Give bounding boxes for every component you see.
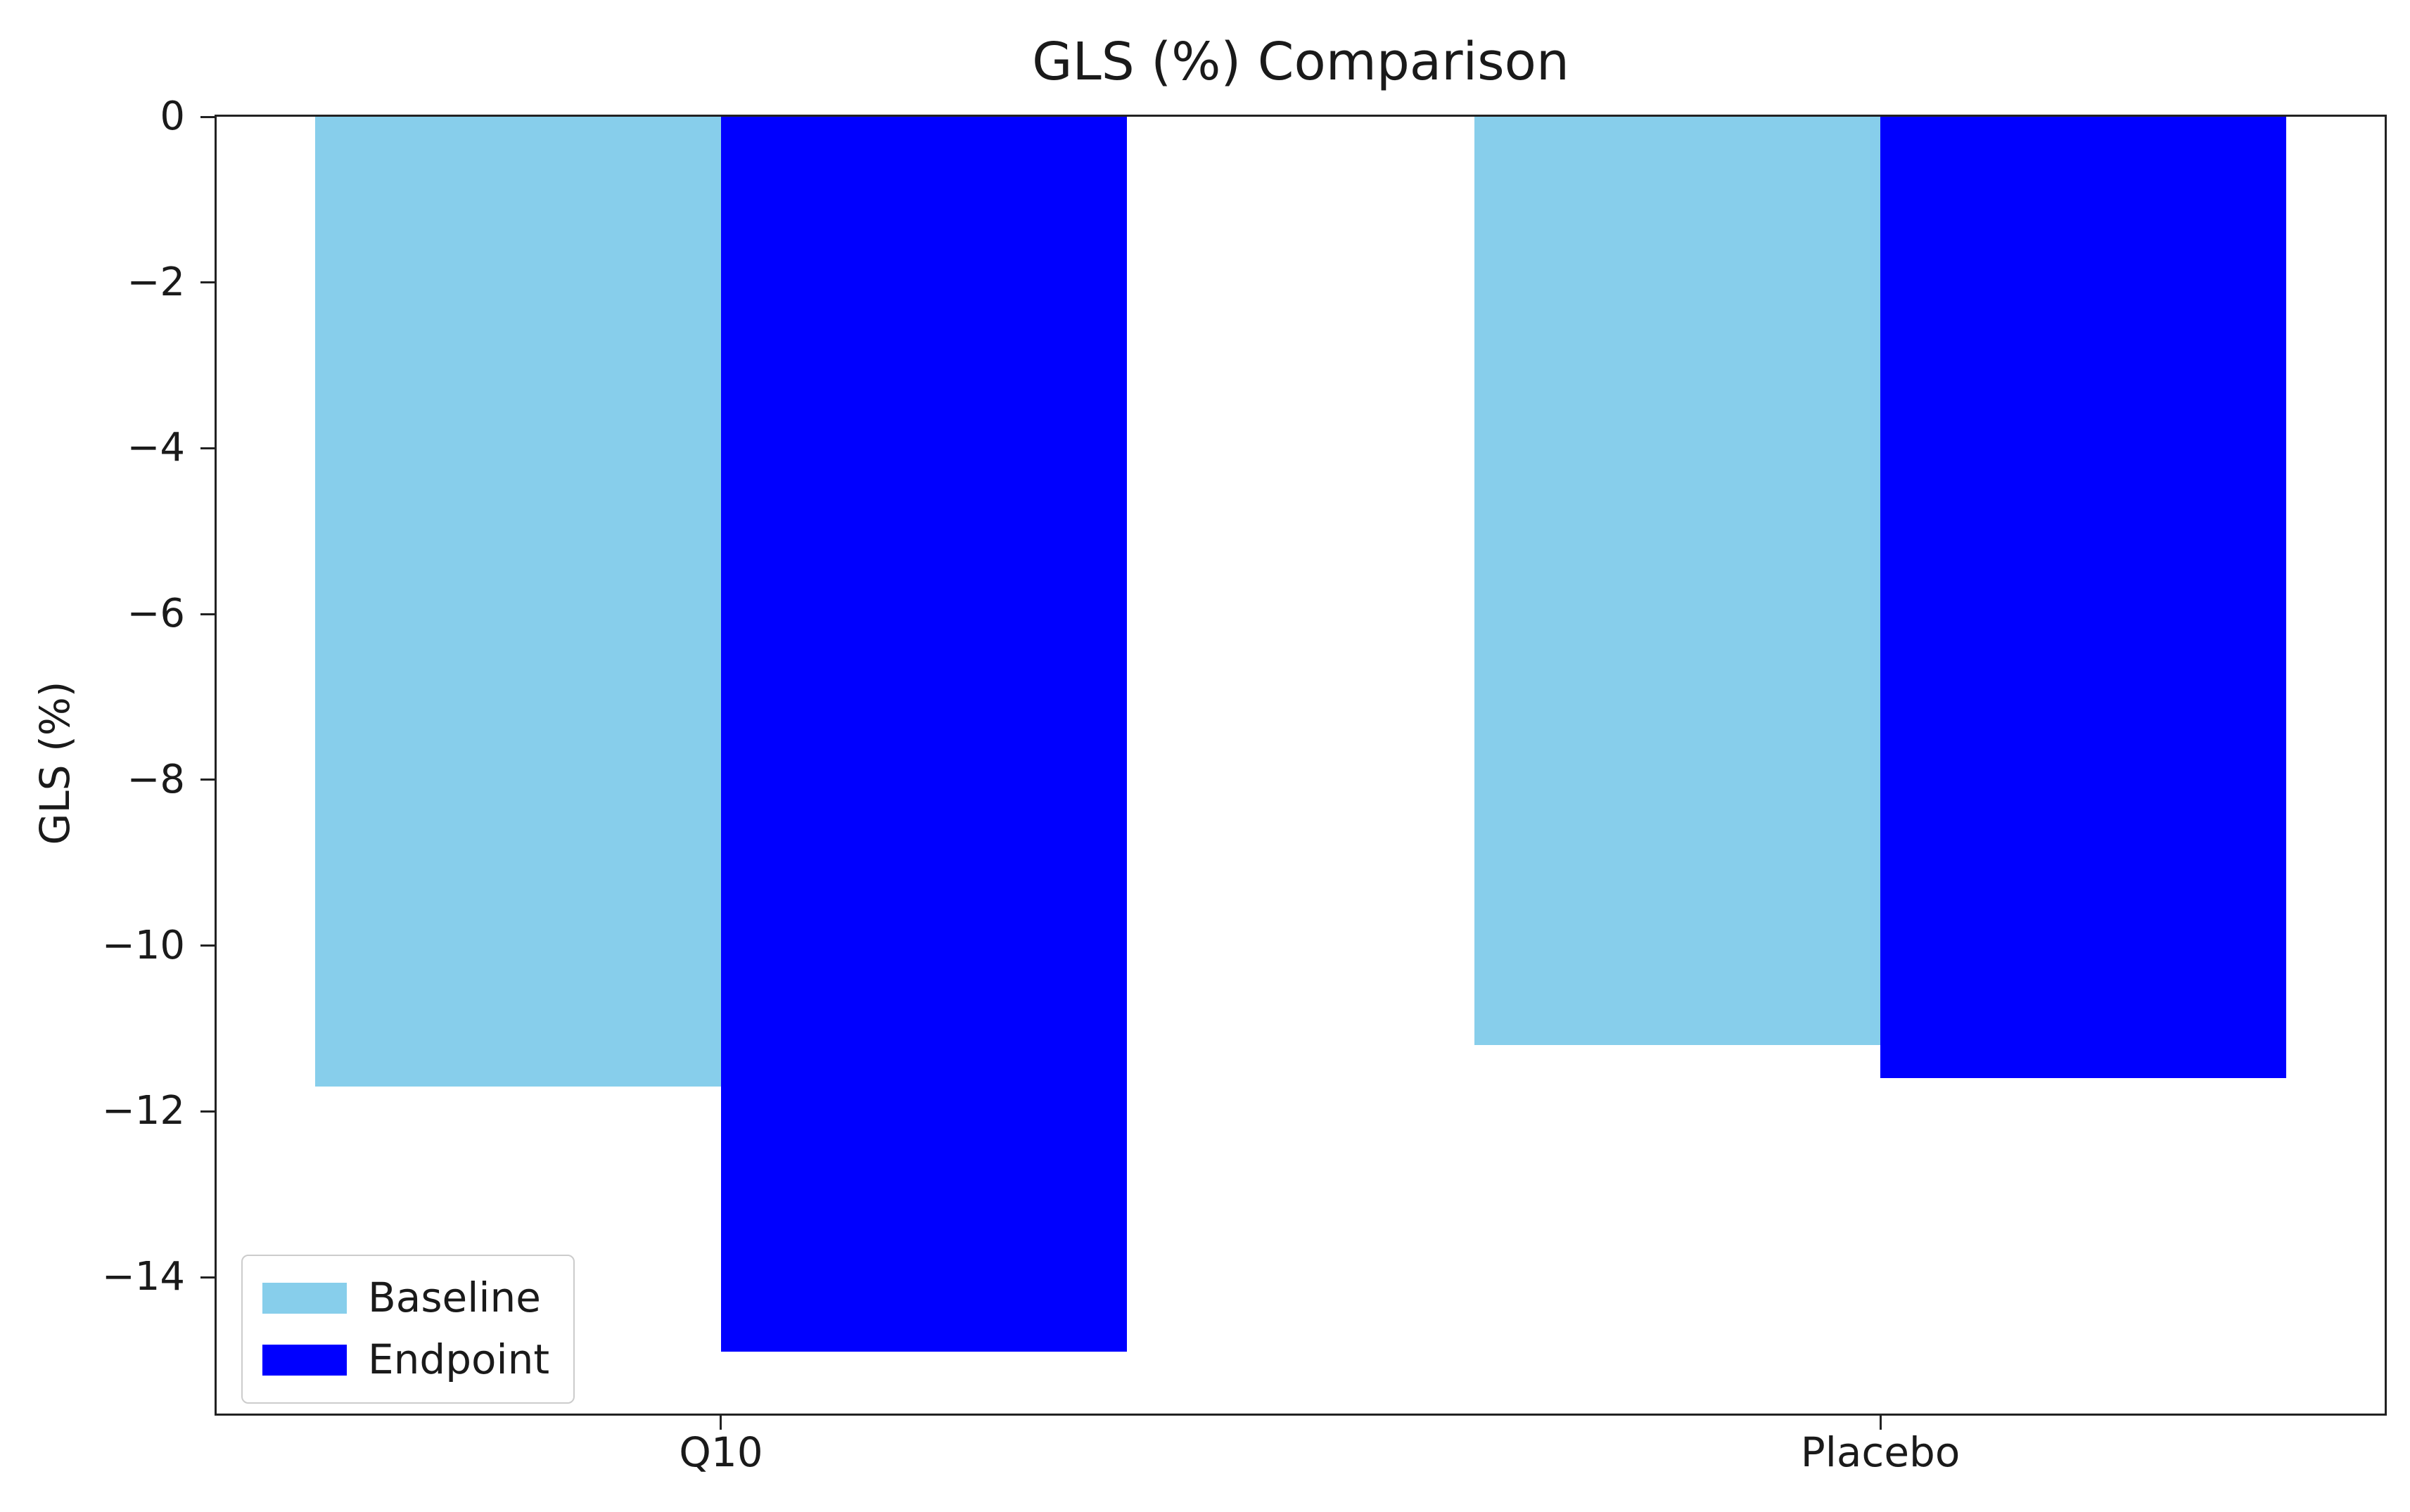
y-tick-label: 0 [160,94,185,139]
y-tick-mark [200,779,215,781]
legend-swatch-endpoint [262,1344,347,1376]
legend-entry-baseline: Baseline [262,1274,549,1321]
x-tick-label-q10: Q10 [679,1428,763,1476]
x-tick-label-placebo: Placebo [1800,1428,1960,1476]
y-tick-mark [200,1276,215,1279]
y-tick-mark [200,613,215,615]
y-tick-label: −2 [127,259,185,305]
y-tick-label: −6 [127,591,185,637]
bar-endpoint-q10 [720,117,1127,1352]
y-tick-mark [200,944,215,947]
y-tick-label: −14 [101,1254,185,1300]
legend: Baseline Endpoint [241,1255,575,1404]
y-tick-label: −8 [127,756,185,802]
y-tick-mark [200,447,215,449]
y-tick-label: −4 [127,425,185,471]
bar-baseline-q10 [315,117,721,1087]
x-tick-mark [1879,1416,1882,1430]
bar-endpoint-placebo [1880,117,2286,1079]
x-tick-mark [720,1416,722,1430]
y-tick-mark [200,1110,215,1113]
y-tick-mark [200,115,215,118]
y-tick-mark [200,281,215,284]
y-tick-label: −12 [101,1088,185,1134]
y-tick-label: −10 [101,922,185,968]
chart-title: GLS (%) Comparison [1032,32,1569,92]
legend-label: Endpoint [368,1335,550,1383]
legend-swatch-baseline [262,1282,347,1314]
legend-label: Baseline [368,1274,541,1321]
bar-baseline-placebo [1474,117,1881,1046]
plot-area: 0 −2 −4 −6 −8 −10 −12 −14 Q10 Placebo Baseline En… [102,94,2387,1475]
legend-entry-endpoint: Endpoint [262,1335,550,1383]
